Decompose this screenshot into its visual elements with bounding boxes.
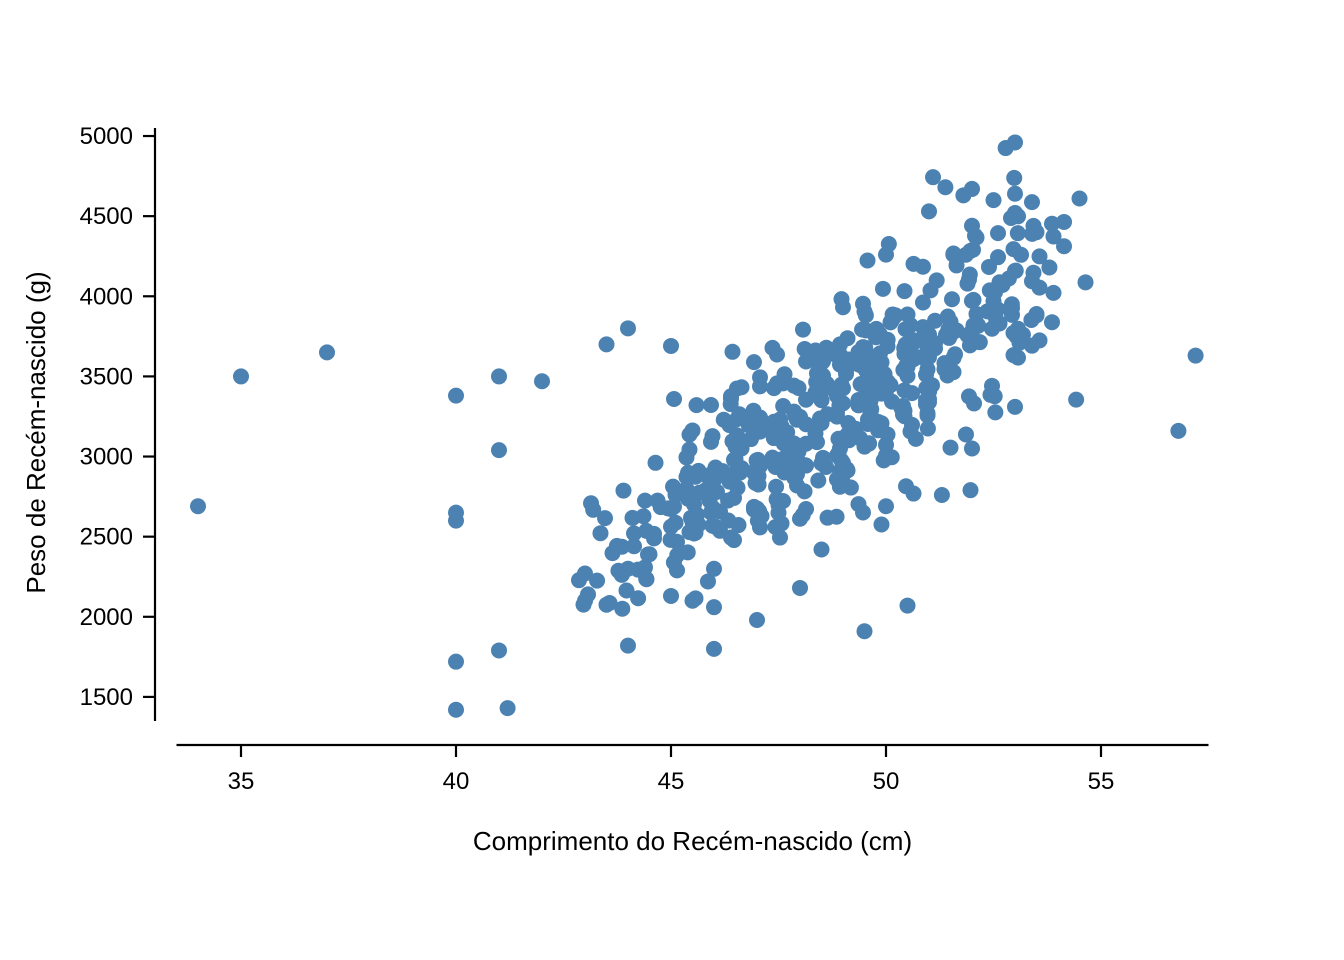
y-tick-label: 2500 <box>80 524 133 551</box>
y-axis-label: Peso de Recém-nascido (g) <box>21 271 51 593</box>
y-tick-label: 4500 <box>80 203 133 230</box>
x-tick-label: 40 <box>443 768 470 795</box>
x-tick-label: 50 <box>873 768 900 795</box>
y-tick-label: 3000 <box>80 444 133 471</box>
x-tick-label: 35 <box>228 768 255 795</box>
x-tick-label: 45 <box>658 768 685 795</box>
y-tick-label: 2000 <box>80 604 133 631</box>
y-tick-label: 3500 <box>80 363 133 390</box>
y-tick-label: 5000 <box>80 123 133 150</box>
x-axis-label: Comprimento do Recém-nascido (cm) <box>473 826 912 856</box>
scatter-chart: 35 40 45 50 55 1500 2000 2500 3000 3500 4000 4500 50… <box>0 0 1344 960</box>
y-tick-label: 1500 <box>80 684 133 711</box>
y-tick-label: 4000 <box>80 283 133 310</box>
x-tick-label: 55 <box>1088 768 1115 795</box>
